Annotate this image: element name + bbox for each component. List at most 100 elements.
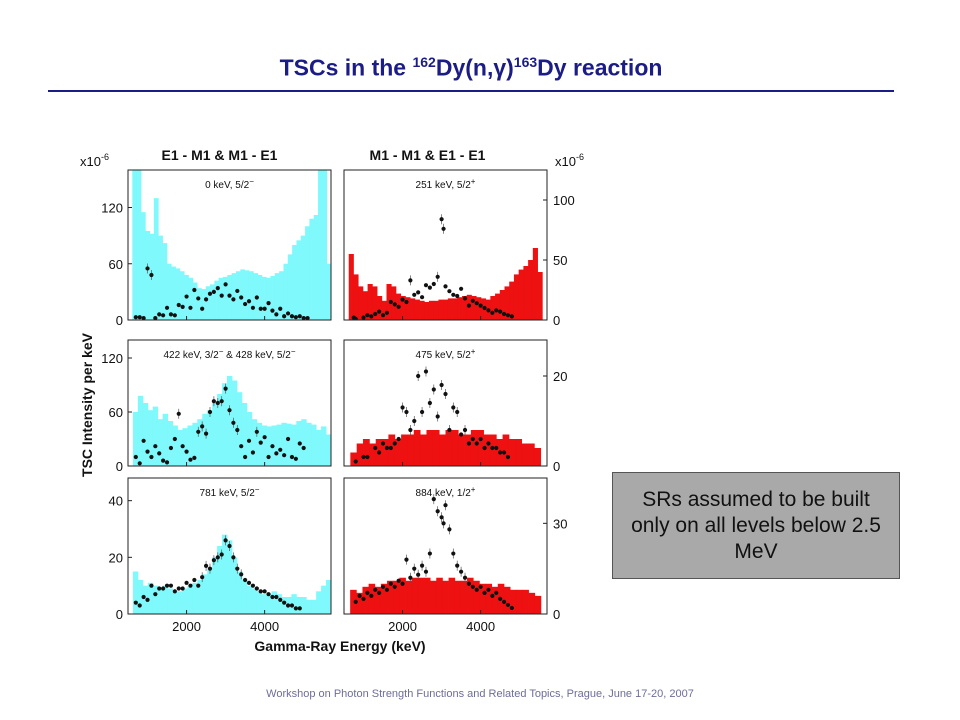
hist-bar	[309, 218, 315, 320]
hist-bar	[401, 434, 408, 466]
hist-bar	[140, 212, 146, 320]
data-point	[455, 563, 460, 568]
hist-bar	[362, 291, 368, 320]
data-point	[494, 308, 499, 313]
data-point	[153, 592, 158, 597]
hist-bar	[527, 443, 535, 466]
data-point	[258, 306, 263, 311]
hist-bar	[470, 430, 478, 466]
hist-bar	[283, 263, 289, 320]
hist-bar	[147, 410, 154, 466]
hist-bar	[522, 589, 529, 614]
data-point	[404, 299, 409, 305]
data-point	[466, 441, 472, 446]
hist-bar	[518, 269, 524, 320]
column-header-1: E1 - M1 & M1 - E1	[162, 147, 278, 163]
hist-bar	[182, 588, 188, 614]
hist-bar	[152, 406, 159, 466]
hist-bar	[467, 577, 474, 614]
hist-bar	[426, 430, 434, 466]
data-point	[149, 454, 154, 460]
hist-bar	[311, 424, 317, 466]
hist-bar	[296, 597, 302, 614]
hist-bar	[251, 419, 258, 466]
data-point	[289, 603, 295, 608]
hist-bar	[166, 263, 172, 320]
data-point	[180, 304, 185, 309]
data-point	[377, 450, 382, 455]
panel-4: 475 keV, 5/2+ 0 20	[343, 339, 567, 474]
hist-bar	[147, 582, 154, 614]
data-point	[196, 583, 201, 588]
data-point	[373, 587, 378, 592]
data-point	[207, 291, 213, 296]
data-point	[274, 594, 279, 600]
data-point	[184, 580, 189, 585]
data-point	[305, 316, 310, 320]
data-point	[133, 600, 138, 605]
hist-bar	[261, 276, 267, 320]
data-point	[153, 316, 158, 320]
data-point	[149, 272, 154, 278]
hist-bar	[167, 421, 173, 466]
hist-bar	[177, 591, 183, 614]
data-point	[373, 445, 378, 451]
data-point	[486, 441, 491, 446]
hist-bar	[489, 434, 497, 466]
hist-bar	[167, 588, 173, 614]
data-point	[509, 314, 514, 319]
data-point	[416, 572, 421, 577]
data-point	[392, 302, 397, 307]
data-point	[505, 454, 511, 460]
hist-bar	[207, 568, 213, 614]
data-point	[262, 435, 267, 440]
data-point	[441, 521, 446, 526]
hist-bar	[188, 277, 194, 320]
data-point	[285, 436, 291, 442]
x-axis-label: Gamma-Ray Energy (keV)	[254, 638, 425, 654]
data-points-2	[351, 214, 514, 320]
data-point	[188, 457, 193, 462]
data-point	[490, 310, 495, 315]
histogram-1	[132, 170, 331, 320]
hist-bar	[271, 591, 277, 614]
data-point	[250, 305, 256, 310]
y-tick-label: 0	[116, 459, 123, 474]
panel-label: 884 keV, 1/2+	[416, 485, 476, 499]
hist-bar	[321, 426, 327, 466]
data-point	[377, 309, 382, 314]
data-point	[498, 596, 503, 601]
hist-bar	[241, 580, 248, 614]
data-point	[274, 451, 279, 456]
data-point	[431, 281, 436, 287]
data-point	[435, 414, 440, 419]
panel-frame	[343, 169, 548, 321]
data-point	[157, 586, 162, 591]
data-point	[373, 311, 378, 317]
data-point	[149, 583, 154, 588]
y-axis-label: TSC Intensity per keV	[79, 332, 95, 477]
hist-bar	[485, 583, 493, 614]
y-tick-label: 0	[553, 607, 560, 622]
data-point	[474, 301, 479, 306]
data-point	[431, 387, 436, 392]
data-point	[133, 454, 138, 460]
hist-bar	[428, 300, 435, 320]
data-point	[200, 306, 205, 311]
data-point	[377, 590, 382, 595]
data-point	[455, 293, 460, 299]
hist-bar	[405, 580, 413, 614]
hist-bar	[205, 286, 211, 320]
hist-bar	[162, 413, 169, 466]
data-point	[192, 577, 197, 583]
hist-bar	[318, 170, 323, 320]
hist-bar	[443, 299, 449, 320]
hist-bar	[322, 170, 328, 320]
data-point	[285, 603, 291, 608]
data-point	[176, 586, 181, 591]
data-point	[196, 429, 201, 434]
hist-bar	[316, 430, 322, 466]
hist-bar	[187, 425, 193, 466]
data-point	[293, 315, 298, 320]
hist-bar	[132, 170, 138, 320]
